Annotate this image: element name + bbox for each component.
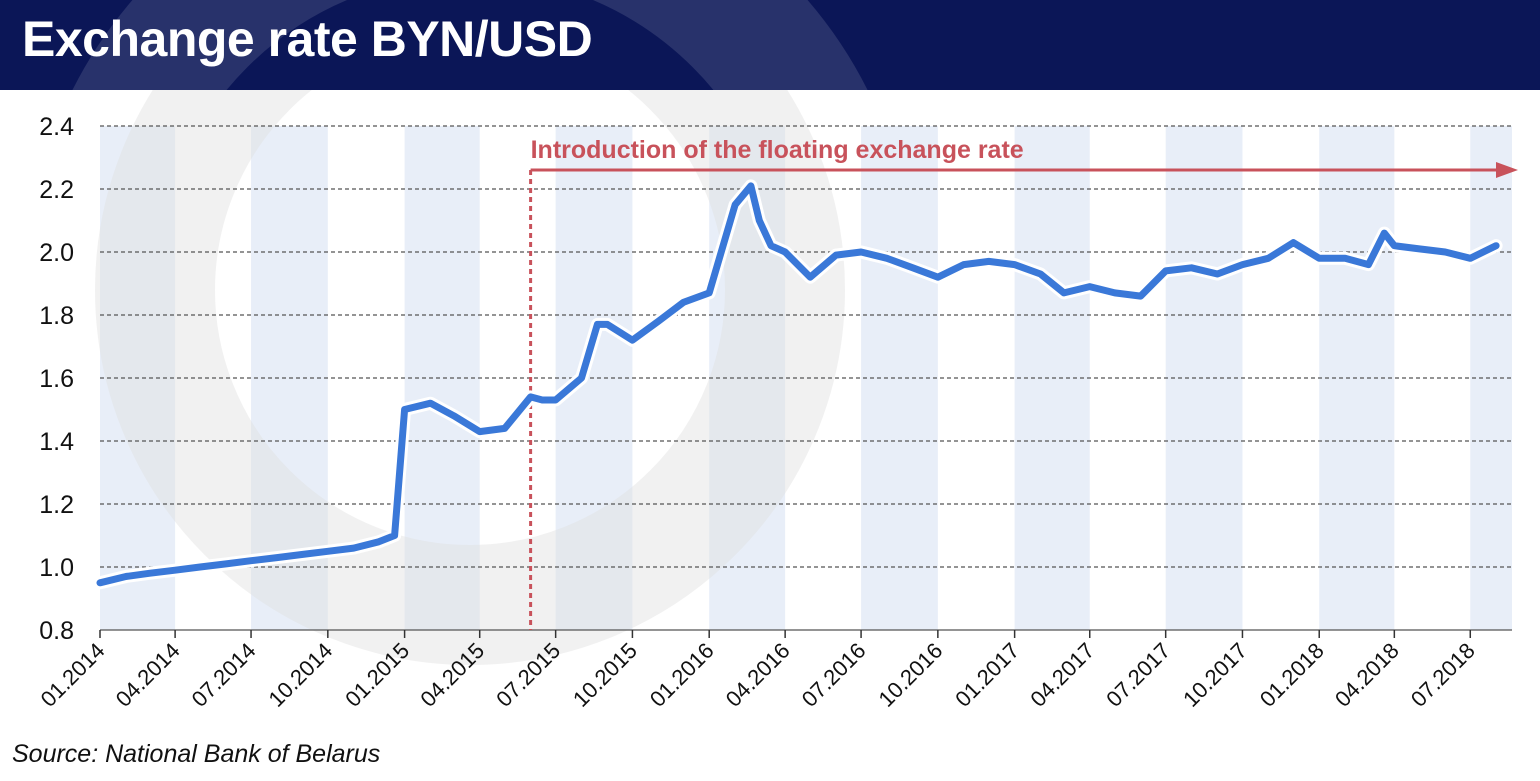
annotation-label: Introduction of the floating exchange ra… bbox=[531, 136, 1024, 164]
x-tick-label: 04.2016 bbox=[721, 638, 795, 712]
y-axis-ticks: 0.8 1.0 1.2 1.4 1.6 1.8 2.0 2.2 2.4 bbox=[39, 113, 74, 645]
x-tick-label: 07.2016 bbox=[797, 638, 871, 712]
header-bar: Exchange rate BYN/USD bbox=[0, 0, 1540, 90]
y-tick-label: 2.0 bbox=[39, 239, 74, 267]
source-note: Source: National Bank of Belarus bbox=[12, 740, 381, 768]
exchange-rate-chart: 0.81.01.21.41.61.82.02.22.4 01.2014 04.20… bbox=[36, 90, 1518, 712]
quarter-band bbox=[1470, 126, 1512, 630]
watermark-logo bbox=[95, 90, 845, 665]
y-tick-label: 1.0 bbox=[39, 554, 74, 582]
annotation-arrow-head bbox=[1496, 162, 1518, 178]
page-title: Exchange rate BYN/USD bbox=[22, 11, 593, 67]
x-tick-label: 04.2017 bbox=[1025, 638, 1099, 712]
y-tick-label: 2.2 bbox=[39, 176, 74, 204]
x-tick-label: 10.2017 bbox=[1178, 638, 1252, 712]
y-tick-label: 1.2 bbox=[39, 491, 74, 519]
x-tick-label: 01.2016 bbox=[645, 638, 719, 712]
y-tick-label: 1.6 bbox=[39, 365, 74, 393]
y-tick-label: 1.8 bbox=[39, 302, 74, 330]
x-tick-label: 10.2015 bbox=[568, 638, 642, 712]
x-tick-label: 01.2018 bbox=[1255, 638, 1329, 712]
x-axis-ticks: 01.2014 04.2014 07.2014 10.2014 01.2015 04.20… bbox=[36, 630, 1480, 712]
y-tick-label: 1.4 bbox=[39, 428, 74, 456]
x-tick-label: 04.2014 bbox=[111, 638, 185, 712]
x-tick-label: 10.2016 bbox=[873, 638, 947, 712]
x-tick-label: 07.2018 bbox=[1406, 638, 1480, 712]
x-tick-label: 10.2014 bbox=[263, 638, 337, 712]
y-tick-label: 2.4 bbox=[39, 113, 74, 141]
series-group bbox=[93, 179, 1503, 590]
x-tick-label: 07.2017 bbox=[1101, 638, 1175, 712]
x-tick-label: 07.2014 bbox=[187, 638, 261, 712]
y-tick-label: 0.8 bbox=[39, 617, 74, 645]
x-tick-label: 01.2017 bbox=[950, 638, 1024, 712]
x-tick-label: 04.2018 bbox=[1330, 638, 1404, 712]
x-tick-label: 01.2014 bbox=[36, 638, 110, 712]
series-line bbox=[96, 182, 1500, 587]
